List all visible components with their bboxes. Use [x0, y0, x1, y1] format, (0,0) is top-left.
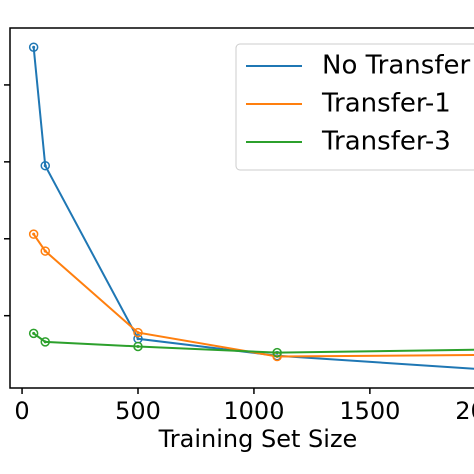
- point-marker: [28, 229, 39, 239]
- plot-frame: [9, 27, 474, 389]
- point-dot: [43, 164, 47, 168]
- x-tick-label: 500: [115, 397, 161, 425]
- point-marker: [40, 246, 50, 256]
- point-dot: [136, 337, 140, 341]
- x-tick-label: 1500: [339, 397, 400, 425]
- legend-box: [235, 43, 474, 171]
- x-tick-label: 1000: [223, 397, 284, 425]
- x-tick-label: 0: [14, 397, 29, 425]
- point-marker: [28, 42, 39, 52]
- point-dot: [275, 351, 279, 355]
- point-dot: [32, 331, 36, 335]
- series-line: [32, 233, 474, 358]
- series-line: [33, 332, 474, 354]
- legend-label: No Transfer: [322, 51, 470, 81]
- point-marker: [28, 328, 39, 339]
- point-dot: [43, 249, 47, 253]
- x-tick-label: 2000: [455, 397, 474, 425]
- point-marker: [40, 160, 50, 171]
- point-marker: [133, 341, 143, 352]
- point-dot: [32, 232, 36, 236]
- legend-label: Transfer-3: [321, 127, 451, 157]
- point-dot: [43, 340, 47, 344]
- point-dot: [32, 45, 36, 49]
- point-dot: [136, 344, 140, 348]
- point-marker: [272, 347, 282, 358]
- point-marker: [133, 327, 143, 338]
- point-dot: [136, 331, 140, 335]
- legend-label: Transfer-1: [321, 89, 451, 119]
- point-marker: [40, 337, 50, 347]
- x-axis-label: Training Set Size: [158, 425, 358, 453]
